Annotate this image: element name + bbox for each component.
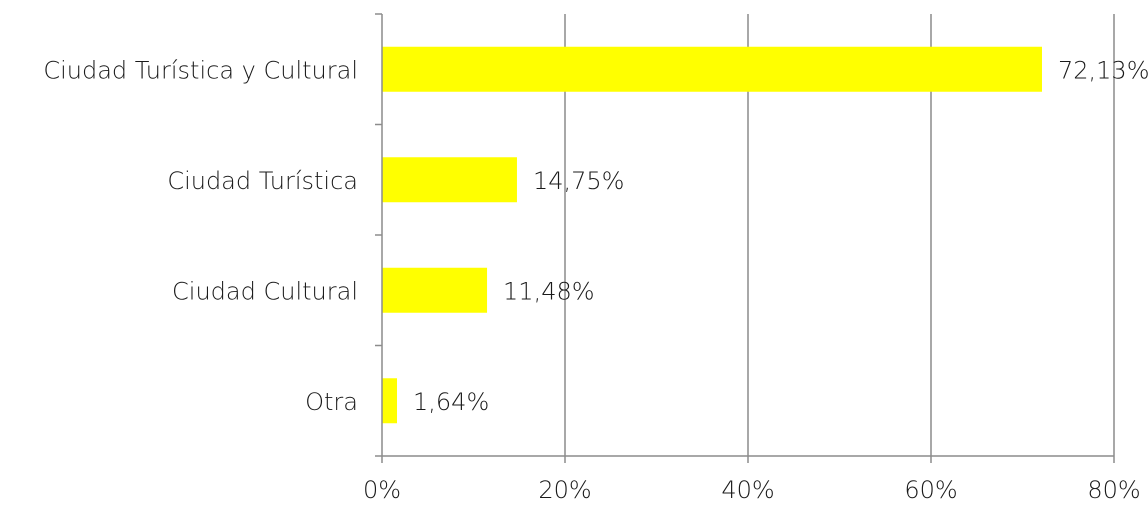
x-tick-label: 20% xyxy=(538,476,591,504)
axes xyxy=(375,13,1115,463)
category-label: Ciudad Cultural xyxy=(172,277,358,305)
category-label: Ciudad Turística y Cultural xyxy=(43,56,358,84)
data-label: 11,48% xyxy=(503,277,595,305)
bar-0 xyxy=(382,46,1042,92)
data-label: 1,64% xyxy=(413,388,489,416)
bars xyxy=(382,46,1042,424)
bar-3 xyxy=(382,378,398,424)
data-label: 14,75% xyxy=(533,167,625,195)
category-label: Otra xyxy=(305,388,358,416)
x-tick-label: 40% xyxy=(721,476,774,504)
bar-2 xyxy=(382,267,488,313)
x-tick-label: 0% xyxy=(363,476,401,504)
bar-1 xyxy=(382,157,517,203)
x-tick-label: 80% xyxy=(1087,476,1140,504)
x-tick-label: 60% xyxy=(904,476,957,504)
data-label: 72,13% xyxy=(1058,56,1148,84)
labels: 0% 20% 40% 60% 80% Ciudad Turística y Cultura… xyxy=(43,56,1148,504)
category-label: Ciudad Turística xyxy=(167,167,358,195)
